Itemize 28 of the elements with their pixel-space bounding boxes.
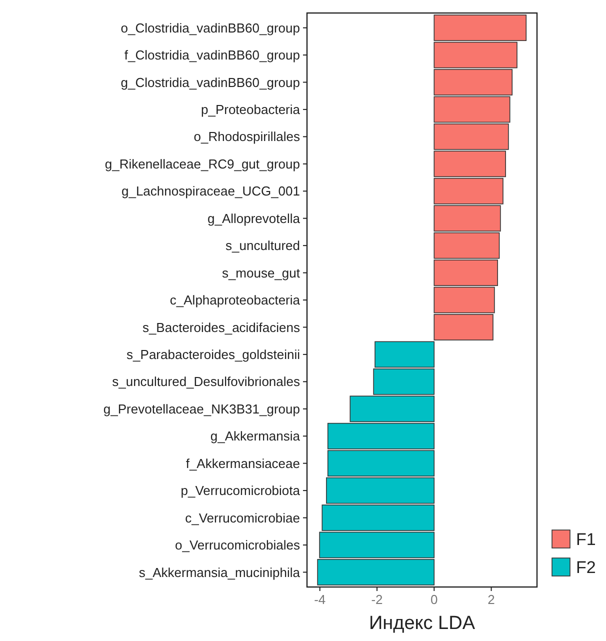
y-tick-label: o_Verrucomicrobiales [174, 538, 300, 553]
x-tick-label: -4 [314, 592, 326, 607]
y-tick-label: g_Alloprevotella [207, 210, 301, 226]
y-tick-label: s_Akkermansia_muciniphila [138, 564, 301, 580]
y-tick-label: f_Clostridia_vadinBB60_group [124, 48, 300, 63]
y-tick-label: g_Clostridia_vadinBB60_group [120, 74, 300, 90]
y-tick-label: o_Rhodospirillales [194, 129, 300, 144]
y-tick-label: g_Lachnospiraceae_UCG_001 [121, 184, 300, 199]
y-tick-label: c_Verrucomicrobiae [185, 510, 300, 526]
x-axis-title: Индекс LDA [368, 613, 476, 634]
y-tick-label: s_Bacteroides_acidifaciens [142, 320, 300, 335]
y-tick-label: s_mouse_gut [222, 265, 300, 280]
y-tick-label: c_Alphaproteobacteria [170, 292, 301, 308]
y-tick-label: s_Parabacteroides_goldsteinii [126, 346, 300, 362]
y-tick-label: o_Clostridia_vadinBB60_group [120, 20, 300, 36]
y-tick-label: g_Rikenellaceae_RC9_gut_group [104, 156, 300, 172]
y-tick-label: p_Verrucomicrobiota [180, 483, 301, 498]
x-tick-label: 0 [430, 592, 438, 607]
y-tick-label: p_Proteobacteria [200, 102, 301, 118]
x-tick-label: 2 [488, 592, 495, 607]
x-tick-label: -2 [371, 592, 383, 607]
y-tick-label: s_uncultured_Desulfovibrionales [112, 374, 300, 390]
legend-label: F1 [576, 530, 596, 549]
y-tick-label: f_Akkermansiaceae [186, 456, 300, 471]
y-tick-label: g_Prevotellaceae_NK3B31_group [103, 401, 300, 416]
legend-label: F2 [576, 558, 596, 577]
y-tick-label: s_uncultured [226, 238, 300, 254]
y-tick-label: g_Akkermansia [210, 428, 301, 444]
